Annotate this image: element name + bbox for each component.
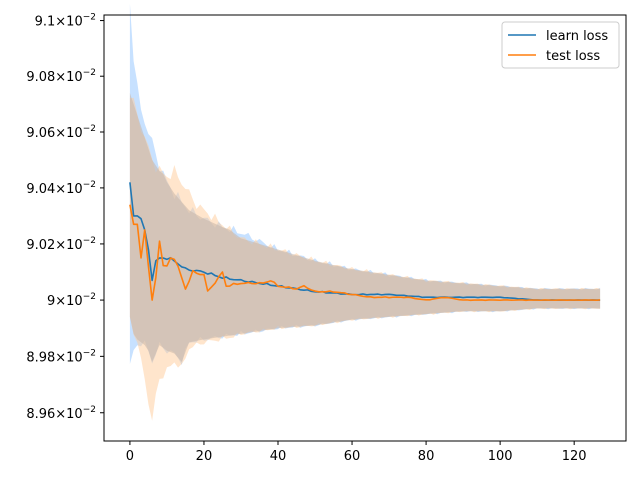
line-test-loss xyxy=(129,204,601,302)
x-tick-label: 0 xyxy=(126,449,134,464)
legend-box xyxy=(501,21,620,69)
y-axis-ticks: 8.96×10−2 8.98×10−2 9×10−2 9.02×10−2 9.04×10… xyxy=(26,13,104,422)
y-tick-label: 9.06×10−2 xyxy=(26,124,96,141)
series-lines xyxy=(129,182,601,302)
x-axis-ticks: 0 20 40 60 80 100 120 xyxy=(126,441,587,464)
legend: learn loss test loss xyxy=(501,21,620,69)
band-overlap xyxy=(129,92,601,362)
y-tick-label: 8.96×10−2 xyxy=(26,405,96,422)
legend-label: test loss xyxy=(546,49,600,64)
y-tick-label: 9.1×10−2 xyxy=(35,13,96,30)
y-tick-label: 9×10−2 xyxy=(47,292,96,309)
y-tick-label: 9.02×10−2 xyxy=(26,236,96,253)
x-tick-label: 100 xyxy=(488,449,513,464)
y-tick-label: 9.04×10−2 xyxy=(26,180,96,197)
legend-label: learn loss xyxy=(546,29,608,44)
x-tick-label: 40 xyxy=(270,449,287,464)
line-learn-loss xyxy=(129,182,601,302)
x-tick-label: 120 xyxy=(562,449,587,464)
x-tick-label: 20 xyxy=(196,449,213,464)
x-tick-label: 80 xyxy=(418,449,435,464)
uncertainty-bands xyxy=(129,3,601,421)
plot-frame xyxy=(103,14,627,442)
x-tick-label: 60 xyxy=(344,449,361,464)
y-tick-label: 8.98×10−2 xyxy=(26,348,96,365)
y-tick-label: 9.08×10−2 xyxy=(26,68,96,85)
